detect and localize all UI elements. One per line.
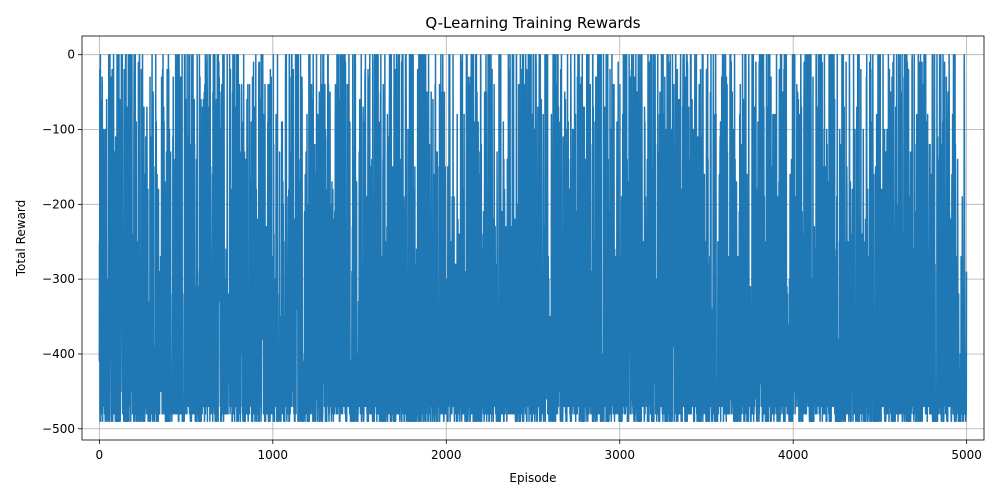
x-tick-label: 3000 bbox=[604, 448, 635, 462]
x-tick-label: 2000 bbox=[431, 448, 462, 462]
y-axis-label: Total Reward bbox=[14, 200, 28, 278]
y-tick-label: 0 bbox=[67, 48, 75, 62]
series-line bbox=[98, 53, 968, 423]
x-tick-label: 5000 bbox=[951, 448, 982, 462]
chart-title: Q-Learning Training Rewards bbox=[425, 14, 640, 32]
axis-ticks: 0 1000 2000 3000 4000 5000 0 −100 −200 −300 −400 −5… bbox=[42, 48, 982, 462]
x-axis-label: Episode bbox=[509, 471, 556, 485]
plot-frame bbox=[81, 35, 985, 441]
x-tick-label: 0 bbox=[96, 448, 104, 462]
y-tick-label: −300 bbox=[42, 272, 75, 286]
x-tick-label: 4000 bbox=[778, 448, 809, 462]
x-tick-label: 1000 bbox=[258, 448, 289, 462]
y-tick-label: −200 bbox=[42, 197, 75, 211]
y-tick-label: −500 bbox=[42, 422, 75, 436]
y-tick-label: −400 bbox=[42, 347, 75, 361]
y-tick-label: −100 bbox=[42, 123, 75, 137]
